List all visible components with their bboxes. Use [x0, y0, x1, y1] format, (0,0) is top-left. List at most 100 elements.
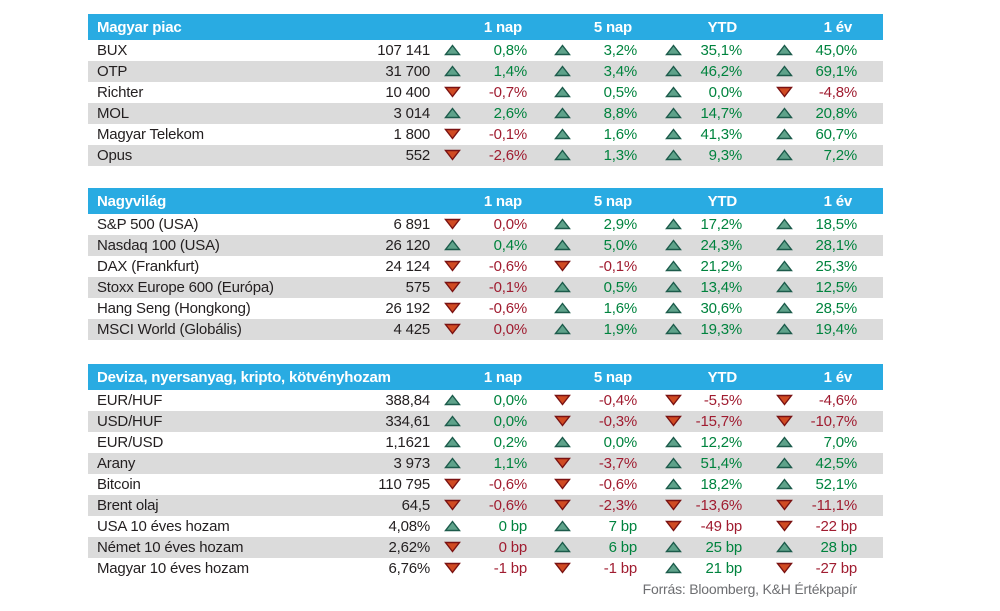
change-arrow-cell [764, 411, 804, 432]
up-arrow-icon [553, 302, 571, 314]
change-value: 1,6% [603, 126, 638, 143]
change-arrow-cell [432, 495, 472, 516]
change-arrow-cell [764, 82, 804, 103]
table-row: EUR/HUF 388,84 0,0% -0,4% -5,5% -4,6% [88, 390, 883, 411]
change-value: 0,0% [493, 413, 528, 430]
change-value: 0,0% [493, 216, 528, 233]
change-value: -0,1% [488, 279, 527, 296]
up-arrow-icon [553, 44, 571, 56]
up-arrow-icon [553, 107, 571, 119]
change-value: 1,1% [493, 455, 528, 472]
change-arrow-cell [653, 298, 693, 319]
instrument-value: 552 [405, 147, 431, 164]
change-arrow-cell [542, 495, 582, 516]
down-arrow-icon [443, 478, 461, 490]
up-arrow-icon [443, 520, 461, 532]
market-table-1: Nagyvilág 1 nap 5 nap YTD 1 év S&P 500 (USA) 6… [88, 188, 883, 340]
change-value: 0,0% [493, 321, 528, 338]
up-arrow-icon [775, 541, 793, 553]
change-value: 6 bp [608, 539, 638, 556]
change-arrow-cell [653, 277, 693, 298]
down-arrow-icon [775, 520, 793, 532]
down-arrow-icon [775, 394, 793, 406]
change-arrow-cell [764, 432, 804, 453]
instrument-value: 31 700 [385, 63, 431, 80]
change-arrow-cell [542, 103, 582, 124]
change-arrow-cell [542, 277, 582, 298]
down-arrow-icon [664, 499, 682, 511]
table-row: S&P 500 (USA) 6 891 0,0% 2,9% 17,2% 18,5% [88, 214, 883, 235]
column-header-3: 1 év [764, 14, 884, 40]
up-arrow-icon [664, 562, 682, 574]
table-body: BUX 107 141 0,8% 3,2% 35,1% 45,0% OTP 31 700 1,4… [88, 40, 884, 166]
up-arrow-icon [775, 107, 793, 119]
up-arrow-icon [775, 239, 793, 251]
down-arrow-icon [443, 499, 461, 511]
table-title: Nagyvilág [88, 188, 432, 214]
change-arrow-cell [432, 516, 472, 537]
change-arrow-cell [542, 390, 582, 411]
down-arrow-icon [553, 415, 571, 427]
instrument-name: DAX (Frankfurt) [97, 258, 200, 275]
change-value: 0 bp [498, 518, 528, 535]
change-value: -1 bp [603, 560, 637, 577]
column-header-0: 1 nap [432, 188, 542, 214]
instrument-name: Brent olaj [97, 497, 159, 514]
down-arrow-icon [443, 302, 461, 314]
table-body: EUR/HUF 388,84 0,0% -0,4% -5,5% -4,6% USD/HUF 3… [88, 390, 883, 579]
up-arrow-icon [664, 323, 682, 335]
table-row: EUR/USD 1,1621 0,2% 0,0% 12,2% 7,0% [88, 432, 883, 453]
change-value: 25 bp [705, 539, 742, 556]
up-arrow-icon [664, 239, 682, 251]
instrument-name: Magyar Telekom [97, 126, 204, 143]
change-arrow-cell [764, 256, 804, 277]
table-row: Arany 3 973 1,1% -3,7% 51,4% 42,5% [88, 453, 883, 474]
instrument-value: 3 973 [393, 455, 430, 472]
change-value: 1,6% [603, 300, 638, 317]
change-value: 0,8% [493, 42, 528, 59]
down-arrow-icon [553, 457, 571, 469]
column-header-3: 1 év [764, 364, 883, 390]
instrument-value: 334,61 [385, 413, 430, 430]
change-arrow-cell [653, 145, 693, 166]
change-arrow-cell [764, 319, 804, 340]
down-arrow-icon [443, 86, 461, 98]
change-value: 0 bp [498, 539, 528, 556]
change-arrow-cell [764, 298, 804, 319]
instrument-value: 575 [405, 279, 431, 296]
change-arrow-cell [432, 411, 472, 432]
up-arrow-icon [443, 457, 461, 469]
change-arrow-cell [542, 537, 582, 558]
market-table-0: Magyar piac 1 nap 5 nap YTD 1 év BUX 107 141 0,… [88, 14, 884, 166]
instrument-value: 388,84 [385, 392, 430, 409]
table-row: DAX (Frankfurt) 24 124 -0,6% -0,1% 21,2% 25,3… [88, 256, 883, 277]
change-arrow-cell [432, 256, 472, 277]
up-arrow-icon [553, 86, 571, 98]
change-value: -15,7% [695, 413, 743, 430]
up-arrow-icon [664, 128, 682, 140]
change-arrow-cell [764, 516, 804, 537]
tables-container: Magyar piac 1 nap 5 nap YTD 1 év BUX 107 141 0,… [88, 14, 884, 597]
change-arrow-cell [653, 390, 693, 411]
change-value: -0,7% [488, 84, 528, 101]
table-header: Nagyvilág 1 nap 5 nap YTD 1 év [88, 188, 883, 214]
change-value: 24,3% [700, 237, 742, 254]
change-arrow-cell [542, 474, 582, 495]
change-value: 52,1% [815, 476, 857, 493]
instrument-value: 1,1621 [385, 434, 430, 451]
change-value: 21,2% [700, 258, 742, 275]
column-header-2: YTD [653, 14, 765, 40]
down-arrow-icon [553, 394, 571, 406]
up-arrow-icon [664, 218, 682, 230]
up-arrow-icon [443, 107, 461, 119]
change-arrow-cell [432, 319, 472, 340]
change-arrow-cell [542, 235, 582, 256]
table-row: Bitcoin 110 795 -0,6% -0,6% 18,2% 52,1% [88, 474, 883, 495]
up-arrow-icon [664, 436, 682, 448]
up-arrow-icon [775, 44, 793, 56]
up-arrow-icon [775, 478, 793, 490]
table-header: Deviza, nyersanyag, kripto, kötvényhozam… [88, 364, 883, 390]
change-arrow-cell [432, 40, 472, 61]
change-arrow-cell [432, 145, 472, 166]
change-value: 51,4% [700, 455, 742, 472]
